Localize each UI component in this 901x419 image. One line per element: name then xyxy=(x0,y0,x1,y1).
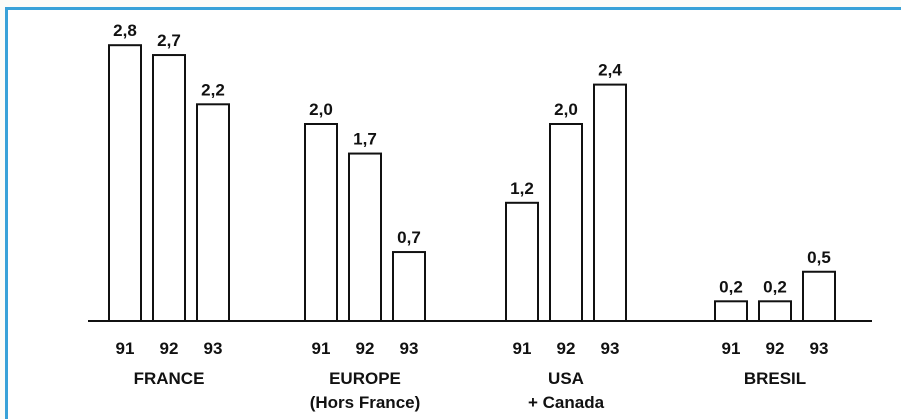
data-label: 0,5 xyxy=(807,248,831,267)
bar xyxy=(505,201,539,322)
data-label: 1,2 xyxy=(510,179,534,198)
tick-label-year: 93 xyxy=(601,339,620,358)
tick-label-year: 92 xyxy=(356,339,375,358)
tick-label-year: 93 xyxy=(400,339,419,358)
bar xyxy=(348,152,382,322)
tick-label-year: 92 xyxy=(557,339,576,358)
data-label: 1,7 xyxy=(353,130,377,149)
bar xyxy=(758,300,792,322)
group-label: EUROPE xyxy=(329,369,401,388)
data-label: 0,7 xyxy=(397,228,421,247)
group-label: + Canada xyxy=(528,393,605,412)
group-label: BRESIL xyxy=(744,369,806,388)
tick-label-year: 92 xyxy=(766,339,785,358)
data-label: 2,2 xyxy=(201,80,225,99)
bar xyxy=(802,270,836,322)
tick-label-year: 91 xyxy=(722,339,741,358)
data-label: 2,7 xyxy=(157,31,181,50)
bar xyxy=(108,44,142,322)
data-label: 2,4 xyxy=(598,61,622,80)
bar xyxy=(549,123,583,322)
bar xyxy=(392,251,426,322)
data-label: 0,2 xyxy=(719,277,743,296)
tick-label-year: 92 xyxy=(160,339,179,358)
tick-label-year: 91 xyxy=(513,339,532,358)
tick-label-year: 93 xyxy=(204,339,223,358)
data-label: 2,8 xyxy=(113,21,137,40)
group-label: USA xyxy=(548,369,584,388)
tick-label-year: 91 xyxy=(312,339,331,358)
data-label: 2,0 xyxy=(554,100,578,119)
data-label: 2,0 xyxy=(309,100,333,119)
data-label: 0,2 xyxy=(763,277,787,296)
tick-label-year: 91 xyxy=(116,339,135,358)
group-label: FRANCE xyxy=(134,369,205,388)
tick-label-year: 93 xyxy=(810,339,829,358)
bar xyxy=(304,123,338,322)
bar xyxy=(196,103,230,322)
bar xyxy=(593,83,627,322)
bar xyxy=(714,300,748,322)
bar xyxy=(152,54,186,323)
group-label: (Hors France) xyxy=(310,393,421,412)
